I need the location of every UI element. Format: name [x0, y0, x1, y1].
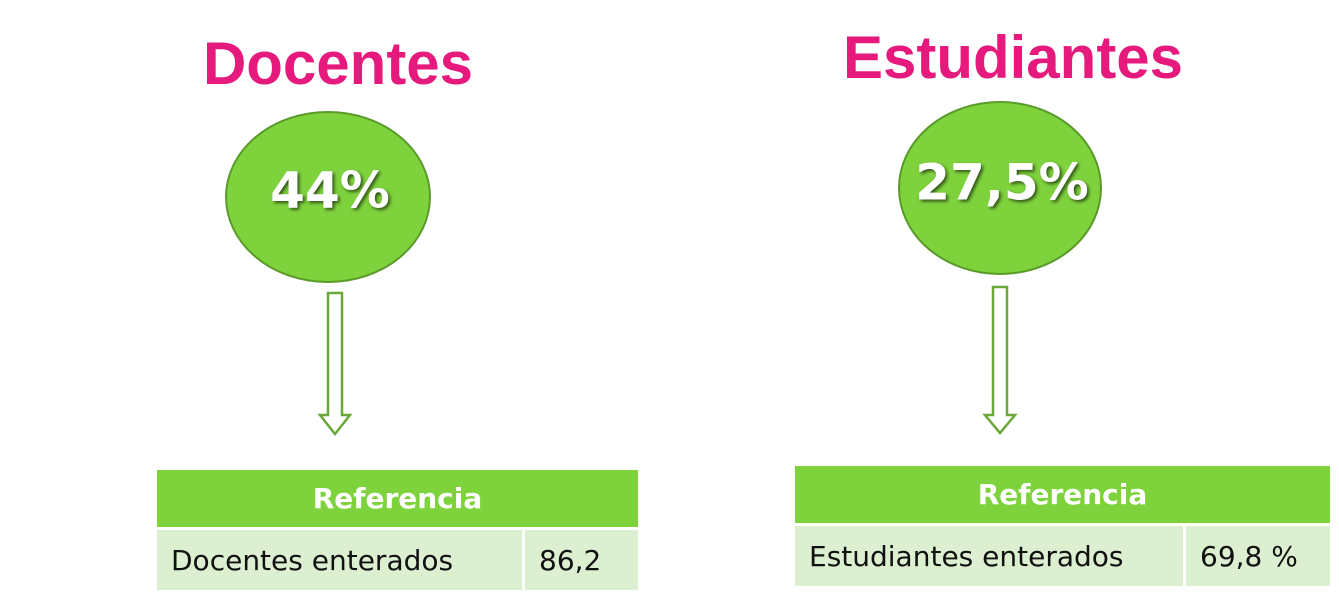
table-cell: 69,8 % — [1183, 526, 1330, 586]
table-cell: Docentes enterados — [157, 530, 522, 590]
reference-table: Referencia Estudiantes enterados 69,8 % — [795, 466, 1330, 586]
table-cell: 86,2 — [522, 530, 638, 590]
table-cell: Estudiantes enterados — [795, 526, 1183, 586]
panel-value: 27,5% — [915, 154, 1088, 212]
panel-title: Docentes — [203, 30, 473, 97]
table-header: Referencia — [157, 470, 638, 530]
arrow — [317, 291, 353, 437]
reference-table: Referencia Docentes enterados 86,2 — [157, 470, 638, 590]
arrow — [982, 285, 1018, 435]
panel-value: 44% — [270, 162, 390, 220]
value-circle — [898, 101, 1102, 275]
table-header: Referencia — [795, 466, 1330, 526]
panel-title: Estudiantes — [843, 24, 1183, 91]
value-circle — [225, 111, 431, 283]
